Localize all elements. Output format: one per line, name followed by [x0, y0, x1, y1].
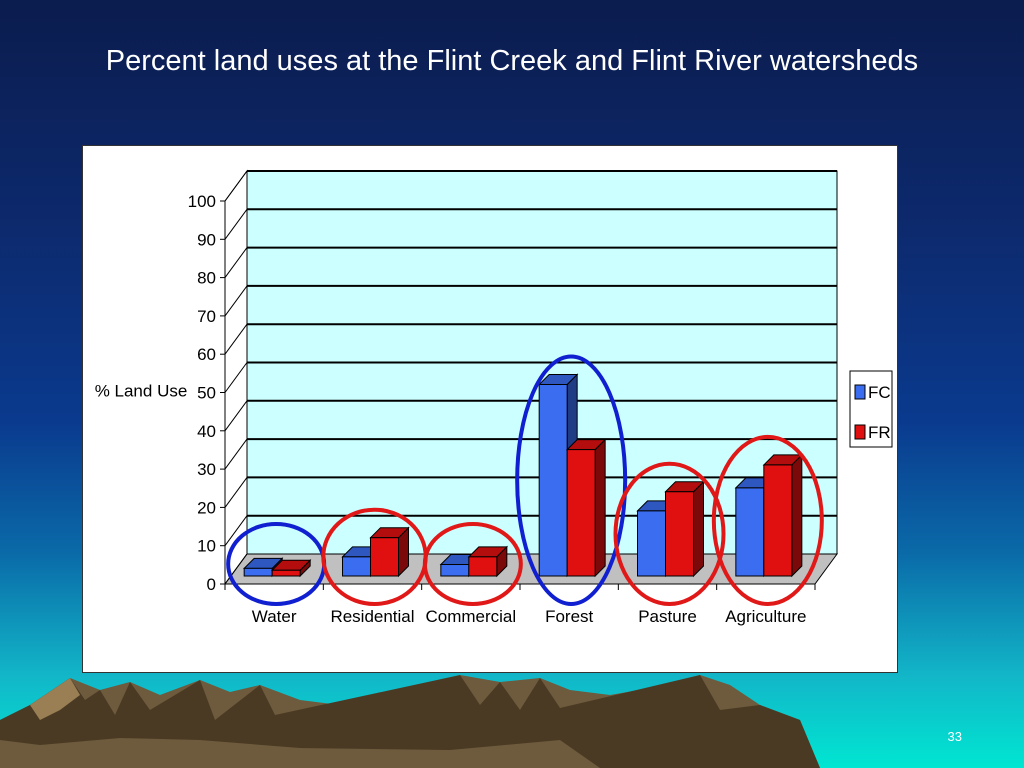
- highlight-circle-pasture: [613, 461, 726, 606]
- y-tick-label: 10: [197, 537, 216, 556]
- y-tick-label: 90: [197, 230, 216, 249]
- gridline-side: [224, 209, 248, 240]
- gridline-side: [224, 323, 248, 355]
- y-tick-label: 0: [207, 575, 216, 594]
- bar-chart: 0 10 20 30 40 50 60 70 80 90 100 % Land Use Water Res…: [95, 169, 893, 626]
- y-tick-label: 30: [197, 460, 216, 479]
- page-number: 33: [947, 729, 962, 744]
- bar-fc-commercial: [440, 564, 470, 577]
- y-tick-label: 50: [197, 384, 216, 403]
- y-tick-label: 70: [197, 307, 216, 326]
- bar-fc-pasture: [637, 510, 666, 577]
- x-tick-label: Water: [252, 607, 297, 626]
- mountain-shadow: [0, 675, 820, 768]
- bar-fr-commercial: [468, 556, 498, 577]
- bar-fc-forest: [538, 384, 568, 577]
- y-tick-label: 80: [197, 269, 216, 288]
- bar-fc-agriculture: [735, 487, 765, 577]
- legend-box: [849, 370, 893, 448]
- x-tick-label: Pasture: [638, 607, 697, 626]
- gridline-side: [224, 438, 248, 470]
- y-tick-label: 60: [197, 345, 216, 364]
- gridline-side: [224, 477, 248, 508]
- gridline-side: [224, 400, 248, 432]
- mountain-range-decoration: [0, 675, 820, 768]
- bar-side-fr: [693, 480, 704, 578]
- bar-side-fr: [791, 453, 803, 578]
- gridline-side: [224, 285, 248, 317]
- highlight-circle-agriculture: [711, 434, 824, 606]
- highlight-circle-commercial: [422, 522, 523, 606]
- x-tick-label: Commercial: [425, 607, 516, 626]
- bar-fr-residential: [370, 537, 399, 577]
- gridline-side: [224, 170, 248, 202]
- legend-label-fc: FC: [868, 383, 891, 402]
- bar-side-fr: [594, 438, 606, 578]
- y-tick-label: 100: [188, 192, 216, 211]
- y-axis-label: % Land Use: [95, 382, 188, 401]
- bar-fr-agriculture: [763, 464, 793, 577]
- bar-fr-pasture: [665, 491, 694, 577]
- mountain-highlight: [30, 678, 80, 720]
- gridline-side: [224, 247, 248, 278]
- legend-label-fr: FR: [868, 423, 891, 442]
- gridline-side: [224, 515, 248, 546]
- y-tick-label: 40: [197, 422, 216, 441]
- x-tick-label: Residential: [330, 607, 414, 626]
- slide-title: Percent land uses at the Flint Creek and…: [105, 45, 919, 77]
- bar-fr-water: [271, 569, 301, 577]
- gridline-side: [224, 362, 248, 393]
- x-tick-label: Forest: [545, 607, 593, 626]
- x-tick-label: Agriculture: [725, 607, 806, 626]
- highlight-circle-forest: [515, 354, 628, 606]
- chart-frame: 0 10 20 30 40 50 60 70 80 90 100 % Land Use Water Res…: [82, 145, 898, 673]
- legend-swatch-fr: [854, 424, 866, 440]
- y-tick-label: 20: [197, 498, 216, 517]
- bar-fr-forest: [566, 449, 596, 577]
- legend-swatch-fc: [854, 384, 866, 400]
- bar-fc-water: [243, 567, 273, 577]
- bar-fc-residential: [342, 556, 371, 577]
- gridline-side: [224, 553, 248, 585]
